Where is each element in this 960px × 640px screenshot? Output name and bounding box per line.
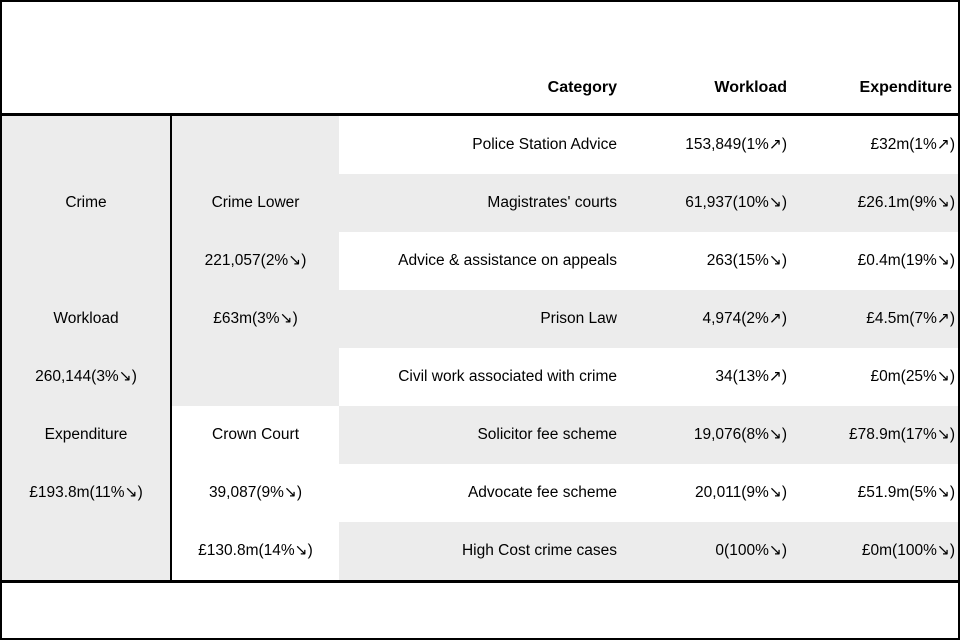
expenditure-cell: £51.9m(5%↘) [857, 484, 955, 501]
expenditure-cell: £78.9m(17%↘) [848, 426, 955, 443]
category-cell: Prison Law [540, 310, 617, 327]
table-row: Solicitor fee scheme 19,076(8%↘) £78.9m(… [339, 406, 958, 464]
area-expenditure-value: £193.8m(11%↘) [29, 484, 143, 501]
crime-summary-cell [2, 116, 172, 580]
table-row: Advocate fee scheme 20,011(9%↘) £51.9m(5… [339, 464, 958, 522]
category-cell: Civil work associated with crime [398, 368, 617, 385]
workload-cell: 263(15%↘) [706, 252, 787, 269]
workload-cell: 19,076(8%↘) [693, 426, 787, 443]
group-name: Crime Lower [211, 194, 300, 211]
group-workload-value: 39,087(9%↘) [208, 484, 303, 501]
expenditure-cell: £4.5m(7%↗) [866, 310, 955, 327]
workload-cell: 0(100%↘) [715, 542, 787, 559]
workload-cell: 153,849(1%↗) [685, 136, 787, 153]
category-cell: High Cost crime cases [461, 542, 617, 559]
table-row: Police Station Advice 153,849(1%↗) £32m(… [339, 116, 958, 174]
column-header-expenditure: Expenditure [859, 79, 952, 96]
table-body: Police Station Advice 153,849(1%↗) £32m(… [2, 116, 958, 583]
category-cell: Solicitor fee scheme [477, 426, 617, 443]
group-expenditure-value: £130.8m(14%↘) [198, 542, 313, 559]
area-name: Crime [65, 194, 107, 211]
area-workload-label: Workload [53, 310, 119, 327]
expenditure-cell: £32m(1%↗) [870, 136, 956, 153]
table-row: Magistrates' courts 61,937(10%↘) £26.1m(… [339, 174, 958, 232]
column-header-workload: Workload [714, 79, 787, 96]
area-workload-value: 260,144(3%↘) [35, 368, 137, 385]
workload-cell: 61,937(10%↘) [685, 194, 787, 211]
category-cell: Police Station Advice [472, 136, 617, 153]
table-row: High Cost crime cases 0(100%↘) £0m(100%↘… [339, 522, 958, 580]
category-cell: Advocate fee scheme [467, 484, 617, 501]
expenditure-cell: £0m(25%↘) [870, 368, 956, 385]
category-cell: Advice & assistance on appeals [398, 252, 617, 269]
category-cell: Magistrates' courts [487, 194, 617, 211]
table-row: Prison Law 4,974(2%↗) £4.5m(7%↗) [339, 290, 958, 348]
column-header-category: Category [547, 79, 617, 96]
workload-cell: 20,011(9%↘) [695, 484, 787, 501]
footer-blank-area [2, 583, 958, 638]
area-expenditure-label: Expenditure [44, 426, 128, 443]
group-expenditure-value: £63m(3%↘) [213, 310, 298, 327]
table-row: Civil work associated with crime 34(13%↗… [339, 348, 958, 406]
table-header-row: Category Workload Expenditure [2, 2, 958, 116]
group-workload-value: 221,057(2%↘) [204, 252, 307, 269]
workload-cell: 34(13%↗) [715, 368, 787, 385]
table-row: Advice & assistance on appeals 263(15%↘)… [339, 232, 958, 290]
workload-cell: 4,974(2%↗) [702, 310, 787, 327]
crown-court-group-cell [172, 406, 339, 580]
expenditure-cell: £0.4m(19%↘) [857, 252, 955, 269]
expenditure-cell: £26.1m(9%↘) [857, 194, 955, 211]
expenditure-cell: £0m(100%↘) [861, 542, 955, 559]
crime-lower-group-cell [172, 116, 339, 406]
group-name: Crown Court [212, 426, 299, 443]
